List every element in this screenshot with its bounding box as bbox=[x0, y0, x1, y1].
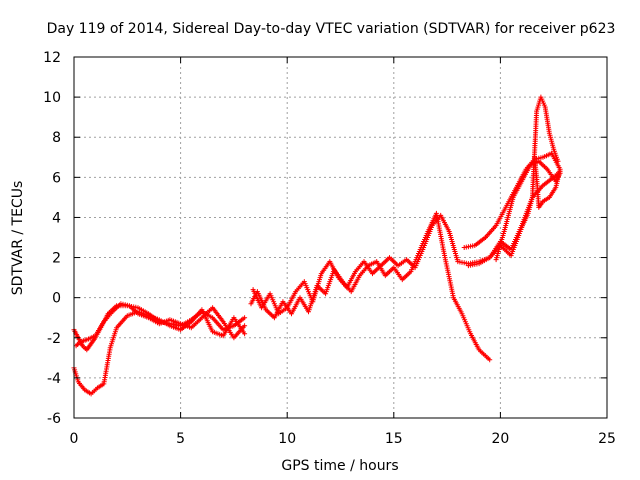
plot-frame bbox=[73, 56, 608, 419]
series-markers bbox=[71, 303, 248, 353]
series-markers bbox=[493, 158, 563, 263]
x-axis-label: GPS time / hours bbox=[281, 458, 398, 474]
x-tick-label: 5 bbox=[176, 431, 185, 447]
y-tick-label: 10 bbox=[43, 90, 61, 106]
series-track-7 bbox=[465, 94, 561, 269]
y-tick-label: 8 bbox=[52, 130, 61, 146]
grid bbox=[74, 57, 607, 418]
x-tick-label: 0 bbox=[70, 431, 79, 447]
series-markers bbox=[73, 301, 248, 349]
series-track-8 bbox=[493, 158, 563, 263]
series-track-1 bbox=[71, 303, 248, 353]
x-tick-label: 10 bbox=[278, 431, 296, 447]
data-series-group bbox=[71, 94, 563, 397]
x-tick-label: 25 bbox=[598, 431, 616, 447]
y-tick-label: -4 bbox=[47, 371, 61, 387]
axis-ticks: 0 5 10 15 20 25 -6 -4 -2 0 2 4 6 8 10 12 bbox=[43, 50, 616, 447]
y-tick-label: 0 bbox=[52, 291, 61, 307]
series-track-3 bbox=[73, 301, 248, 349]
chart-title: Day 119 of 2014, Sidereal Day-to-day VTE… bbox=[47, 21, 616, 37]
series-track-4 bbox=[248, 210, 493, 363]
y-tick-label: 12 bbox=[43, 50, 61, 66]
y-tick-label: 6 bbox=[52, 170, 61, 186]
y-tick-label: 4 bbox=[52, 210, 61, 226]
y-axis-label: SDTVAR / TECUs bbox=[10, 181, 26, 296]
y-tick-label: -6 bbox=[47, 411, 61, 427]
x-tick-label: 20 bbox=[491, 431, 509, 447]
y-tick-label: -2 bbox=[47, 331, 61, 347]
y-tick-label: 2 bbox=[52, 251, 61, 267]
x-tick-label: 15 bbox=[385, 431, 403, 447]
series-markers bbox=[248, 210, 493, 363]
series-markers bbox=[465, 94, 561, 269]
